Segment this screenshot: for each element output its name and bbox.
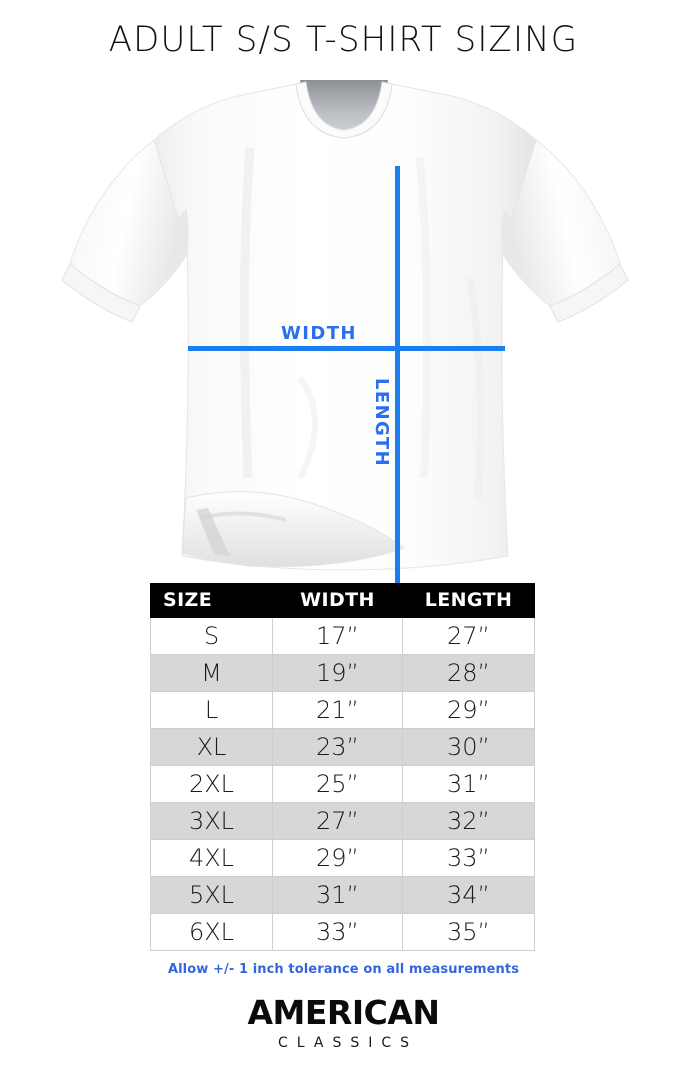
- column-header-width: WIDTH: [272, 583, 403, 618]
- cell-length: 30”: [402, 728, 535, 766]
- length-guide-line: [395, 166, 400, 642]
- cell-size: S: [150, 617, 273, 655]
- cell-width: 31”: [272, 876, 403, 914]
- hem-shadow: [196, 508, 230, 556]
- cell-size: 2XL: [150, 765, 273, 803]
- table-row: 3XL 27” 32”: [150, 802, 535, 840]
- fabric-fold: [466, 277, 485, 499]
- cell-size: 6XL: [150, 913, 273, 951]
- tolerance-note: Allow +/- 1 inch tolerance on all measur…: [167, 962, 520, 977]
- table-row: 6XL 33” 35”: [150, 913, 535, 951]
- cell-width: 17”: [272, 617, 403, 655]
- cell-size: M: [150, 654, 273, 692]
- table-row: 5XL 31” 34”: [150, 876, 535, 914]
- hem-drape: [181, 491, 406, 568]
- brand-name-primary: AMERICAN: [247, 993, 441, 1032]
- column-header-size: SIZE: [150, 583, 273, 618]
- table-row: S 17” 27”: [150, 617, 535, 655]
- cell-size: 4XL: [150, 839, 273, 877]
- cell-length: 28”: [402, 654, 535, 692]
- cell-width: 23”: [272, 728, 403, 766]
- cell-length: 32”: [402, 802, 535, 840]
- cell-length: 34”: [402, 876, 535, 914]
- cell-size: XL: [150, 728, 273, 766]
- cell-width: 19”: [272, 654, 403, 692]
- cell-size: 5XL: [150, 876, 273, 914]
- cell-width: 33”: [272, 913, 403, 951]
- table-header-row: SIZE WIDTH LENGTH: [150, 583, 535, 618]
- page-title: ADULT S/S T-SHIRT SIZING: [108, 20, 579, 60]
- cell-width: 27”: [272, 802, 403, 840]
- cell-length: 33”: [402, 839, 535, 877]
- right-sleeve-hem: [549, 263, 629, 323]
- cell-length: 27”: [402, 617, 535, 655]
- cell-width: 21”: [272, 691, 403, 729]
- fabric-fold: [297, 376, 318, 480]
- length-label: LENGTH: [371, 378, 392, 468]
- left-sleeve-hem: [61, 263, 141, 323]
- size-table-head: SIZE WIDTH LENGTH: [150, 583, 535, 618]
- cell-length: 29”: [402, 691, 535, 729]
- cell-length: 31”: [402, 765, 535, 803]
- column-header-length: LENGTH: [402, 583, 535, 618]
- width-label: WIDTH: [281, 323, 357, 344]
- cell-width: 29”: [272, 839, 403, 877]
- collar-band: [295, 81, 393, 139]
- size-table: SIZE WIDTH LENGTH S 17” 27” M 19” 28” L …: [150, 583, 535, 951]
- table-row: M 19” 28”: [150, 654, 535, 692]
- brand-logo: AMERICAN CLASSICS: [0, 996, 687, 1051]
- table-row: L 21” 29”: [150, 691, 535, 729]
- table-row: 4XL 29” 33”: [150, 839, 535, 877]
- tshirt-illustration: WIDTH LENGTH: [0, 78, 687, 642]
- width-guide-line: [188, 346, 505, 351]
- table-row: 2XL 25” 31”: [150, 765, 535, 803]
- table-row: XL 23” 30”: [150, 728, 535, 766]
- cell-size: L: [150, 691, 273, 729]
- size-table-body: S 17” 27” M 19” 28” L 21” 29” XL 23” 30”…: [150, 617, 535, 951]
- cell-width: 25”: [272, 765, 403, 803]
- cell-size: 3XL: [150, 802, 273, 840]
- fabric-fold: [239, 147, 255, 479]
- fabric-fold: [416, 157, 432, 479]
- cell-length: 35”: [402, 913, 535, 951]
- brand-name-secondary: CLASSICS: [277, 1034, 419, 1051]
- tshirt-graphic: [61, 80, 629, 571]
